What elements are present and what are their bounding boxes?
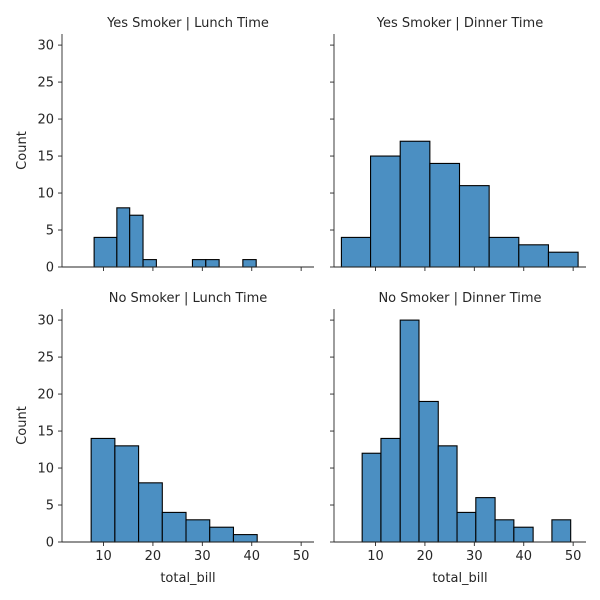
x-tick-label: 20 xyxy=(417,549,434,564)
histogram-bar xyxy=(93,236,118,268)
y-tick-label: 20 xyxy=(37,113,54,128)
y-tick-label: 20 xyxy=(37,388,54,403)
y-tick-label: 5 xyxy=(46,499,54,514)
y-tick-label: 10 xyxy=(37,462,54,477)
x-tick-label: 50 xyxy=(293,549,310,564)
histogram-bar xyxy=(191,259,207,268)
histogram-bar xyxy=(551,519,572,543)
histogram-bar xyxy=(437,445,458,543)
histogram-bar xyxy=(458,185,490,268)
x-tick-label: 10 xyxy=(367,549,384,564)
facet-panel: Yes Smoker | Dinner Time xyxy=(330,16,586,271)
y-tick-label: 25 xyxy=(37,76,54,91)
x-tick-label: 20 xyxy=(145,549,162,564)
histogram-bar xyxy=(340,236,372,268)
panel-title: Yes Smoker | Dinner Time xyxy=(376,16,543,31)
facet-panel: Yes Smoker | Lunch Time 0 5 10 15 20 25 30 Count xyxy=(15,16,314,276)
y-tick-label: 0 xyxy=(46,261,54,276)
x-tick-label: 10 xyxy=(95,549,112,564)
histogram-bar xyxy=(116,207,131,268)
histogram-bar xyxy=(90,437,116,543)
histogram-bar xyxy=(547,251,579,268)
y-axis-label: Count xyxy=(15,131,30,170)
histogram-bar xyxy=(361,452,382,543)
histogram-bar xyxy=(399,140,431,268)
y-tick-label: 30 xyxy=(37,314,54,329)
histogram-bar xyxy=(456,511,477,543)
panel-title: No Smoker | Dinner Time xyxy=(378,291,541,306)
y-tick-label: 25 xyxy=(37,351,54,366)
histogram-bar xyxy=(513,526,534,543)
histogram-bar xyxy=(370,155,401,268)
x-tick-label: 30 xyxy=(466,549,483,564)
histogram-bar xyxy=(161,511,187,543)
x-axis-label: total_bill xyxy=(432,571,487,586)
panel-title: Yes Smoker | Lunch Time xyxy=(106,16,269,31)
y-tick-label: 15 xyxy=(37,150,54,165)
x-tick-label: 50 xyxy=(565,549,582,564)
x-tick-label: 40 xyxy=(515,549,532,564)
histogram-bar xyxy=(114,445,140,543)
y-tick-label: 0 xyxy=(46,536,54,551)
histogram-bar xyxy=(380,437,401,543)
histogram-bar xyxy=(418,400,439,543)
histogram-bar xyxy=(129,214,144,268)
histogram-bar xyxy=(209,526,235,543)
histogram-bar xyxy=(185,519,211,543)
facet-panel: No Smoker | Lunch Time 0 5 10 15 20 25 30 10 20 30… xyxy=(15,291,314,586)
histogram-bar xyxy=(429,162,461,268)
histogram-bar xyxy=(475,497,496,543)
x-tick-label: 40 xyxy=(243,549,260,564)
histogram-bar xyxy=(518,244,549,268)
histogram-bar xyxy=(242,259,257,268)
histogram-bar xyxy=(205,259,220,268)
x-axis-label: total_bill xyxy=(160,571,215,586)
y-axis-label: Count xyxy=(15,406,30,445)
y-tick-label: 15 xyxy=(37,425,54,440)
histogram-bar xyxy=(494,519,515,543)
panel-title: No Smoker | Lunch Time xyxy=(109,291,268,306)
histogram-bar xyxy=(142,259,157,268)
y-tick-label: 10 xyxy=(37,187,54,202)
facet-panel: No Smoker | Dinner Time 10 20 30 40 50 total_b… xyxy=(330,291,586,586)
histogram-bar xyxy=(232,534,258,543)
y-tick-label: 30 xyxy=(37,39,54,54)
histogram-bar xyxy=(138,482,163,543)
x-tick-label: 30 xyxy=(194,549,211,564)
histogram-bar xyxy=(399,319,420,543)
y-tick-label: 5 xyxy=(46,224,54,239)
histogram-bar xyxy=(488,236,520,268)
